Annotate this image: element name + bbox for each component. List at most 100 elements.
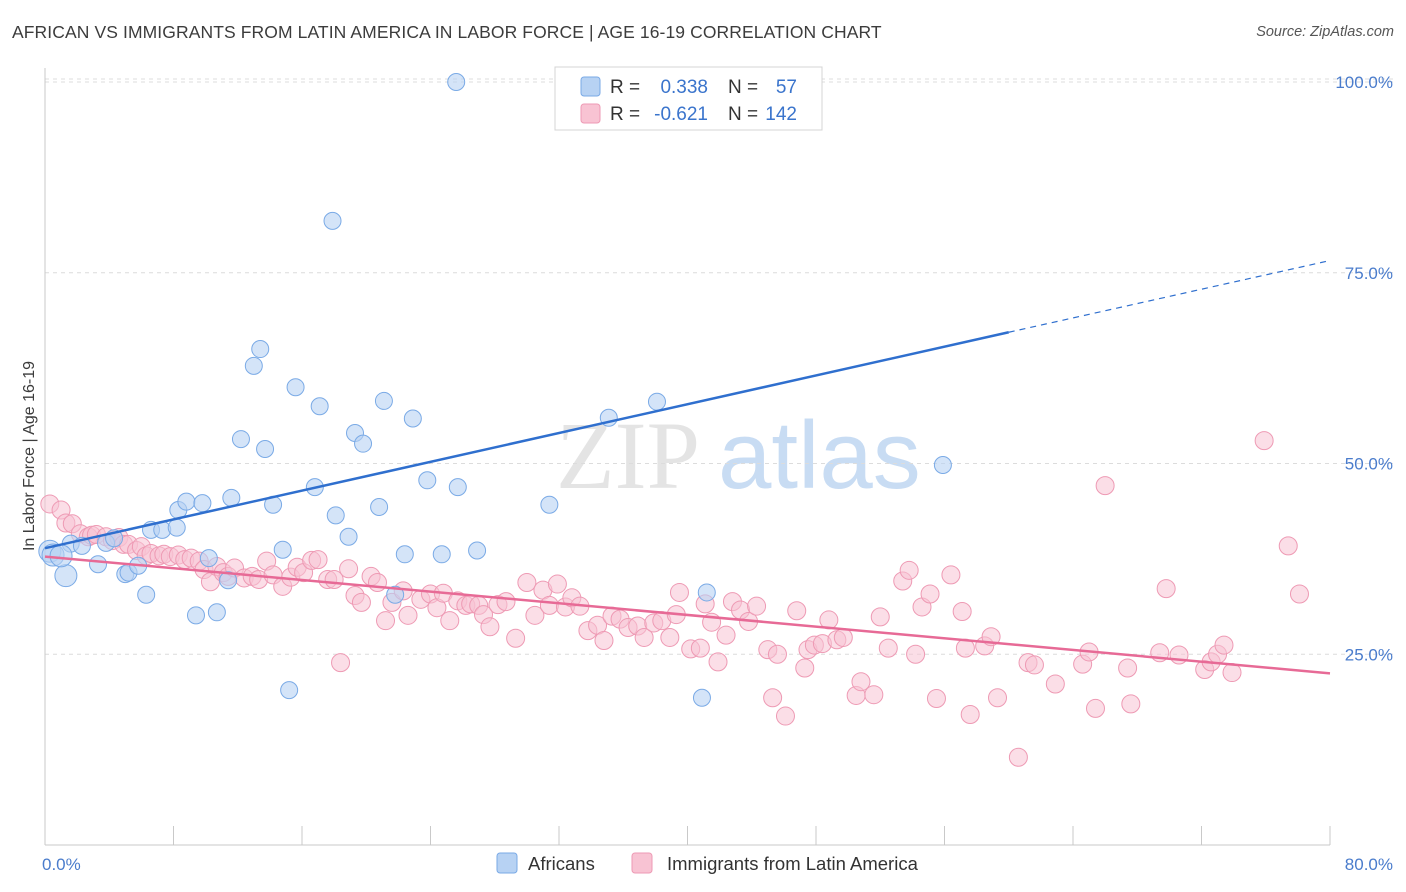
point-immigrants-120: [926, 689, 946, 709]
point-africans-22: [222, 488, 241, 507]
watermark-atlas: atlas: [718, 402, 921, 509]
point-africans-47: [468, 541, 487, 560]
point-africans-18: [193, 494, 212, 513]
point-immigrants-97: [747, 596, 767, 616]
point-immigrants-122: [952, 602, 972, 622]
point-immigrants-87: [669, 582, 689, 602]
point-africans-41: [395, 545, 414, 564]
stats-legend: R = 0.338 N = 57 R = -0.621 N = 142: [554, 66, 823, 131]
point-immigrants-130: [1024, 655, 1044, 675]
point-africans-5: [89, 555, 108, 574]
point-immigrants-128: [1008, 747, 1028, 767]
point-africans-17: [186, 606, 205, 625]
point-immigrants-147: [1278, 536, 1298, 556]
point-immigrants-119: [920, 584, 940, 604]
point-africans-48: [540, 495, 559, 514]
point-immigrants-70: [539, 595, 559, 615]
y-tick-label-75: 75.0%: [1345, 264, 1393, 283]
point-immigrants-77: [594, 631, 614, 651]
point-africans-29: [280, 681, 299, 700]
point-immigrants-85: [660, 627, 680, 647]
bottom-legend-label-immigrants: Immigrants from Latin America: [667, 853, 919, 874]
point-immigrants-145: [1222, 663, 1242, 683]
y-tick-label-50: 50.0%: [1345, 455, 1393, 474]
legend-n-label-immigrants: N =: [728, 104, 758, 125]
x-tick-label-max: 80.0%: [1345, 855, 1393, 874]
legend-swatch-immigrants: [580, 103, 601, 124]
point-immigrants-112: [864, 685, 884, 705]
point-immigrants-127: [988, 688, 1008, 708]
legend-swatch-africans: [580, 76, 601, 97]
point-immigrants-65: [496, 592, 516, 612]
point-africans-46: [447, 73, 466, 91]
point-immigrants-44: [339, 559, 359, 579]
point-immigrants-139: [1156, 579, 1176, 599]
point-immigrants-144: [1214, 635, 1234, 655]
point-africans-35: [339, 527, 358, 546]
point-immigrants-66: [506, 628, 526, 648]
point-africans-32: [310, 397, 329, 416]
point-africans-25: [251, 340, 270, 359]
y-tick-labels: 25.0% 50.0% 75.0% 100.0%: [1335, 73, 1393, 664]
point-immigrants-43: [331, 653, 351, 673]
bottom-legend-swatch-immigrants: [631, 852, 653, 874]
point-africans-45: [448, 478, 467, 497]
legend-n-value-immigrants: 142: [765, 104, 797, 125]
point-africans-19: [199, 549, 218, 568]
point-immigrants-109: [833, 627, 853, 647]
point-immigrants-101: [775, 706, 795, 726]
point-immigrants-99: [763, 688, 783, 708]
legend-r-label-africans: R =: [610, 77, 640, 98]
point-immigrants-63: [480, 617, 500, 637]
point-africans-39: [374, 391, 393, 410]
bottom-legend-swatch-africans: [496, 852, 518, 874]
point-immigrants-121: [941, 565, 961, 585]
point-africans-21: [219, 571, 238, 590]
point-immigrants-48: [367, 573, 387, 593]
point-africans-26: [256, 440, 275, 459]
point-africans-2: [54, 564, 78, 588]
series-immigrants-points: [40, 431, 1309, 767]
point-africans-28: [273, 540, 292, 559]
trend-line-immigrants: [44, 555, 1331, 675]
point-africans-53: [697, 583, 716, 602]
point-africans-33: [323, 211, 342, 230]
point-immigrants-131: [1045, 674, 1065, 694]
point-africans-23: [231, 430, 250, 449]
source-label: Source: ZipAtlas.com: [1256, 24, 1394, 40]
point-immigrants-135: [1095, 476, 1115, 496]
point-immigrants-103: [795, 658, 815, 678]
point-immigrants-82: [634, 627, 654, 647]
point-immigrants-67: [517, 573, 537, 593]
point-immigrants-93: [716, 625, 736, 645]
bottom-legend-label-africans: Africans: [528, 853, 595, 874]
watermark-zip: ZIP: [556, 402, 700, 509]
legend-r-value-africans: 0.338: [660, 77, 708, 98]
point-africans-24: [244, 356, 263, 375]
trend-line-africans: [44, 331, 1010, 550]
point-africans-55: [933, 456, 952, 475]
legend-r-label-immigrants: R =: [610, 104, 640, 125]
y-tick-label-100: 100.0%: [1335, 73, 1393, 92]
watermark: ZIP atlas: [556, 402, 921, 509]
point-immigrants-136: [1118, 658, 1138, 678]
point-africans-54: [692, 688, 711, 707]
point-africans-44: [432, 545, 451, 564]
point-immigrants-114: [878, 638, 898, 658]
trend-line-africans-extension: [1008, 259, 1331, 333]
point-immigrants-68: [525, 605, 545, 625]
point-immigrants-52: [398, 605, 418, 625]
point-immigrants-102: [787, 601, 807, 621]
point-immigrants-113: [870, 607, 890, 627]
point-africans-52: [647, 392, 666, 411]
point-africans-37: [354, 434, 373, 453]
point-immigrants-49: [376, 611, 396, 631]
point-immigrants-117: [906, 644, 926, 664]
point-immigrants-57: [440, 611, 460, 631]
point-immigrants-40: [308, 550, 328, 570]
point-africans-40: [386, 585, 405, 604]
point-africans-30: [286, 378, 305, 397]
y-axis-label: In Labor Force | Age 16-19: [21, 361, 38, 551]
point-africans-34: [326, 506, 345, 525]
